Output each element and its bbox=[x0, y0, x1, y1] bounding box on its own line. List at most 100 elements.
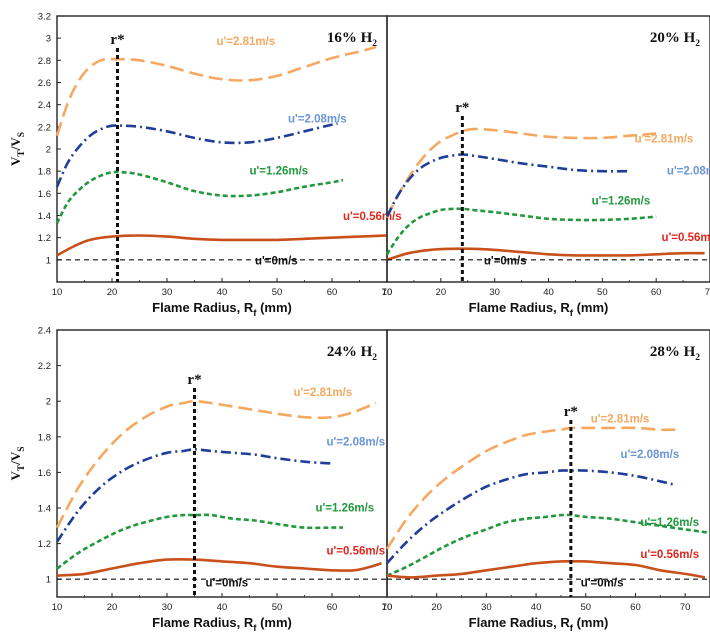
series-label: u'=1.26m/s bbox=[316, 503, 375, 515]
panel-title: 20% H2 bbox=[650, 30, 700, 49]
series-line-0 bbox=[55, 45, 377, 137]
y-axis-label: VT/VS bbox=[8, 132, 27, 166]
series-line-3 bbox=[386, 559, 706, 579]
series-label: u'=0.56m/s bbox=[640, 549, 699, 561]
panel-title-part-0: 28% H bbox=[650, 344, 696, 360]
r-star-label: r* bbox=[455, 100, 469, 116]
x-axis-label: Flame Radius, Rf (mm) bbox=[469, 300, 609, 319]
y-tick-label: 1.2 bbox=[38, 539, 51, 550]
x-tick-label: 60 bbox=[327, 602, 338, 613]
panel-title-part-1: 2 bbox=[372, 39, 377, 49]
x-axis-label-part-2: (mm) bbox=[256, 300, 291, 315]
x-tick-label: 50 bbox=[272, 287, 283, 298]
y-tick-label: 2.8 bbox=[38, 56, 51, 67]
x-tick-label: 40 bbox=[543, 287, 554, 298]
x-tick-label: 10 bbox=[382, 602, 393, 613]
panel-title-part-0: 24% H bbox=[327, 344, 373, 360]
series-label: u'=0m/s bbox=[484, 255, 527, 267]
y-axis-label-part-1: T bbox=[17, 464, 27, 471]
y-axis-label-part-3: S bbox=[17, 132, 27, 137]
series-label: u'=1.26m/s bbox=[250, 165, 309, 177]
x-tick-label: 30 bbox=[489, 287, 500, 298]
y-axis-label-part-1: T bbox=[17, 150, 27, 157]
y-tick-label: 2.4 bbox=[38, 326, 51, 337]
x-tick-label: 10 bbox=[52, 602, 63, 613]
chart-panel-4: 10 20 30 40 50 60 70 Flame Radius, Rf (mm) 28% H… bbox=[382, 329, 710, 634]
chart-panel-2: 10 20 30 40 50 60 70 Flame Radius, Rf (mm) 20% H… bbox=[382, 15, 710, 319]
series-label: u'=1.26m/s bbox=[640, 517, 699, 529]
x-tick-label: 60 bbox=[327, 287, 338, 298]
series-label: u'=0m/s bbox=[255, 255, 298, 267]
x-tick-label: 50 bbox=[580, 602, 591, 613]
x-axis-label-part-2: (mm) bbox=[256, 615, 291, 630]
y-axis-label-part-3: S bbox=[17, 446, 27, 451]
x-tick-label: 20 bbox=[107, 287, 118, 298]
x-tick-label: 40 bbox=[531, 602, 542, 613]
series-line-0 bbox=[385, 426, 676, 550]
series-label: u'=1.26m/s bbox=[592, 195, 651, 207]
x-tick-label: 40 bbox=[217, 287, 228, 298]
y-tick-label: 2.4 bbox=[38, 100, 51, 111]
series-label: u'=2.08m/s bbox=[288, 113, 347, 125]
y-tick-label: 1.6 bbox=[38, 468, 51, 479]
series-line-0 bbox=[55, 399, 377, 529]
panel-title: 16% H2 bbox=[327, 30, 377, 49]
panel-title-part-1: 2 bbox=[372, 353, 377, 363]
x-tick-label: 40 bbox=[217, 602, 228, 613]
series-label: u'=2.81m/s bbox=[294, 387, 353, 399]
x-tick-label: 70 bbox=[705, 287, 710, 298]
x-tick-label: 60 bbox=[630, 602, 641, 613]
plot-frame bbox=[386, 329, 710, 598]
panel-title-part-0: 16% H bbox=[327, 30, 373, 46]
x-axis-label-part-1: f bbox=[253, 623, 257, 634]
y-axis-label-part-2: /V bbox=[8, 451, 23, 466]
x-tick-label: 20 bbox=[107, 602, 118, 613]
y-tick-label: 2 bbox=[46, 145, 51, 156]
series-label: u'=2.08m/s bbox=[327, 437, 386, 449]
x-tick-label: 60 bbox=[651, 287, 662, 298]
x-tick-label: 10 bbox=[382, 287, 393, 298]
series-line-1 bbox=[386, 469, 676, 565]
x-axis-label-part-0: Flame Radius, R bbox=[469, 300, 571, 315]
y-tick-label: 2 bbox=[46, 397, 51, 408]
x-axis-label-part-1: f bbox=[570, 308, 574, 319]
y-tick-label: 1.6 bbox=[38, 189, 51, 200]
x-tick-label: 50 bbox=[272, 602, 283, 613]
y-tick-label: 3.2 bbox=[38, 12, 51, 23]
x-tick-label: 30 bbox=[162, 602, 173, 613]
x-tick-label: 70 bbox=[382, 602, 393, 613]
y-axis-label: VT/VS bbox=[8, 446, 27, 480]
series-line-0 bbox=[385, 127, 657, 219]
y-tick-label: 2.6 bbox=[38, 78, 51, 89]
series-line-2 bbox=[55, 170, 344, 224]
panel-title-part-0: 20% H bbox=[650, 30, 696, 46]
series-label: u'=2.81m/s bbox=[217, 36, 276, 48]
y-tick-label: 1 bbox=[46, 255, 51, 266]
x-axis-label-part-0: Flame Radius, R bbox=[469, 615, 571, 630]
y-tick-label: 1.4 bbox=[38, 211, 51, 222]
series-label: u'=2.08m/s bbox=[621, 449, 680, 461]
series-line-2 bbox=[385, 207, 657, 256]
x-axis-label-part-1: f bbox=[253, 308, 257, 319]
x-axis-label: Flame Radius, Rf (mm) bbox=[469, 615, 609, 634]
y-tick-label: 2.2 bbox=[38, 361, 51, 372]
x-axis-label: Flame Radius, Rf (mm) bbox=[152, 300, 292, 319]
series-line-1 bbox=[55, 447, 333, 543]
y-tick-label: 1 bbox=[46, 575, 51, 586]
series-label: u'=0m/s bbox=[206, 577, 249, 589]
x-tick-label: 30 bbox=[162, 287, 173, 298]
y-tick-label: 2.2 bbox=[38, 122, 51, 133]
series-label: u'=0.56m/s bbox=[662, 232, 710, 244]
series-label: u'=0.56m/s bbox=[327, 545, 386, 557]
series-label: u'=2.81m/s bbox=[635, 133, 694, 145]
y-axis-label-part-2: /V bbox=[8, 137, 23, 152]
series-line-2 bbox=[56, 513, 343, 570]
series-label: u'=0.56m/s bbox=[343, 211, 402, 223]
panel-title-part-1: 2 bbox=[695, 353, 700, 363]
y-axis-label-part-0: V bbox=[8, 471, 23, 481]
x-tick-label: 30 bbox=[481, 602, 492, 613]
series-label: u'=0m/s bbox=[581, 577, 624, 589]
x-tick-label: 10 bbox=[52, 287, 63, 298]
y-axis-label-part-0: V bbox=[8, 156, 23, 166]
